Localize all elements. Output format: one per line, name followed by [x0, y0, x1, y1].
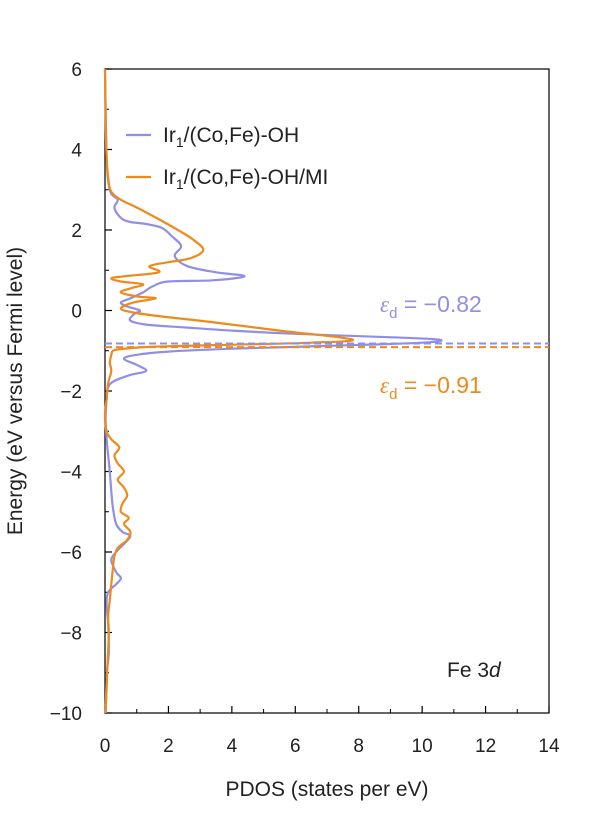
y-tick-label: −2 — [60, 382, 82, 403]
y-tick-label: −4 — [60, 463, 82, 484]
x-tick-label: 2 — [163, 736, 174, 757]
x-tick-label: 6 — [290, 736, 301, 757]
x-axis-label: PDOS (states per eV) — [225, 778, 428, 801]
panel-annotation: Fe 3d — [447, 659, 502, 682]
y-tick-label: 2 — [71, 221, 82, 242]
x-tick-label: 10 — [412, 736, 433, 757]
x-tick-labels: 0 2 4 6 8 10 12 14 — [100, 736, 560, 757]
y-tick-labels: 6 4 2 0 −2 −4 −6 −8 −10 — [50, 60, 83, 725]
legend: Ir1/(Co,Fe)-OH Ir1/(Co,Fe)-OH/MI — [126, 124, 328, 192]
legend-label-series-2: Ir1/(Co,Fe)-OH/MI — [163, 166, 328, 192]
y-tick-label: −8 — [60, 624, 82, 645]
x-tick-label: 14 — [538, 736, 560, 757]
d-band-label-series-1: εd = −0.82 — [380, 291, 482, 322]
y-tick-label: 4 — [71, 141, 82, 162]
x-tick-label: 8 — [353, 736, 364, 757]
x-tick-label: 12 — [475, 736, 496, 757]
d-band-label-series-2: εd = −0.91 — [380, 372, 482, 403]
y-tick-label: 0 — [71, 302, 82, 323]
y-tick-label: 6 — [71, 60, 82, 81]
y-axis-label: Energy (eV versus Fermi level) — [4, 247, 27, 535]
x-tick-label: 0 — [100, 736, 111, 757]
y-tick-label: −6 — [60, 543, 82, 564]
y-tick-label: −10 — [50, 704, 82, 725]
legend-label-series-1: Ir1/(Co,Fe)-OH — [163, 124, 299, 150]
x-tick-label: 4 — [227, 736, 238, 757]
d-band-lines — [105, 342, 549, 349]
